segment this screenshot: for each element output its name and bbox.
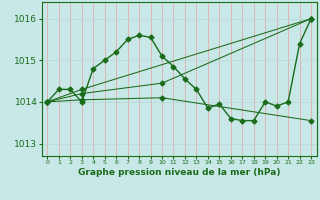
X-axis label: Graphe pression niveau de la mer (hPa): Graphe pression niveau de la mer (hPa)	[78, 168, 280, 177]
